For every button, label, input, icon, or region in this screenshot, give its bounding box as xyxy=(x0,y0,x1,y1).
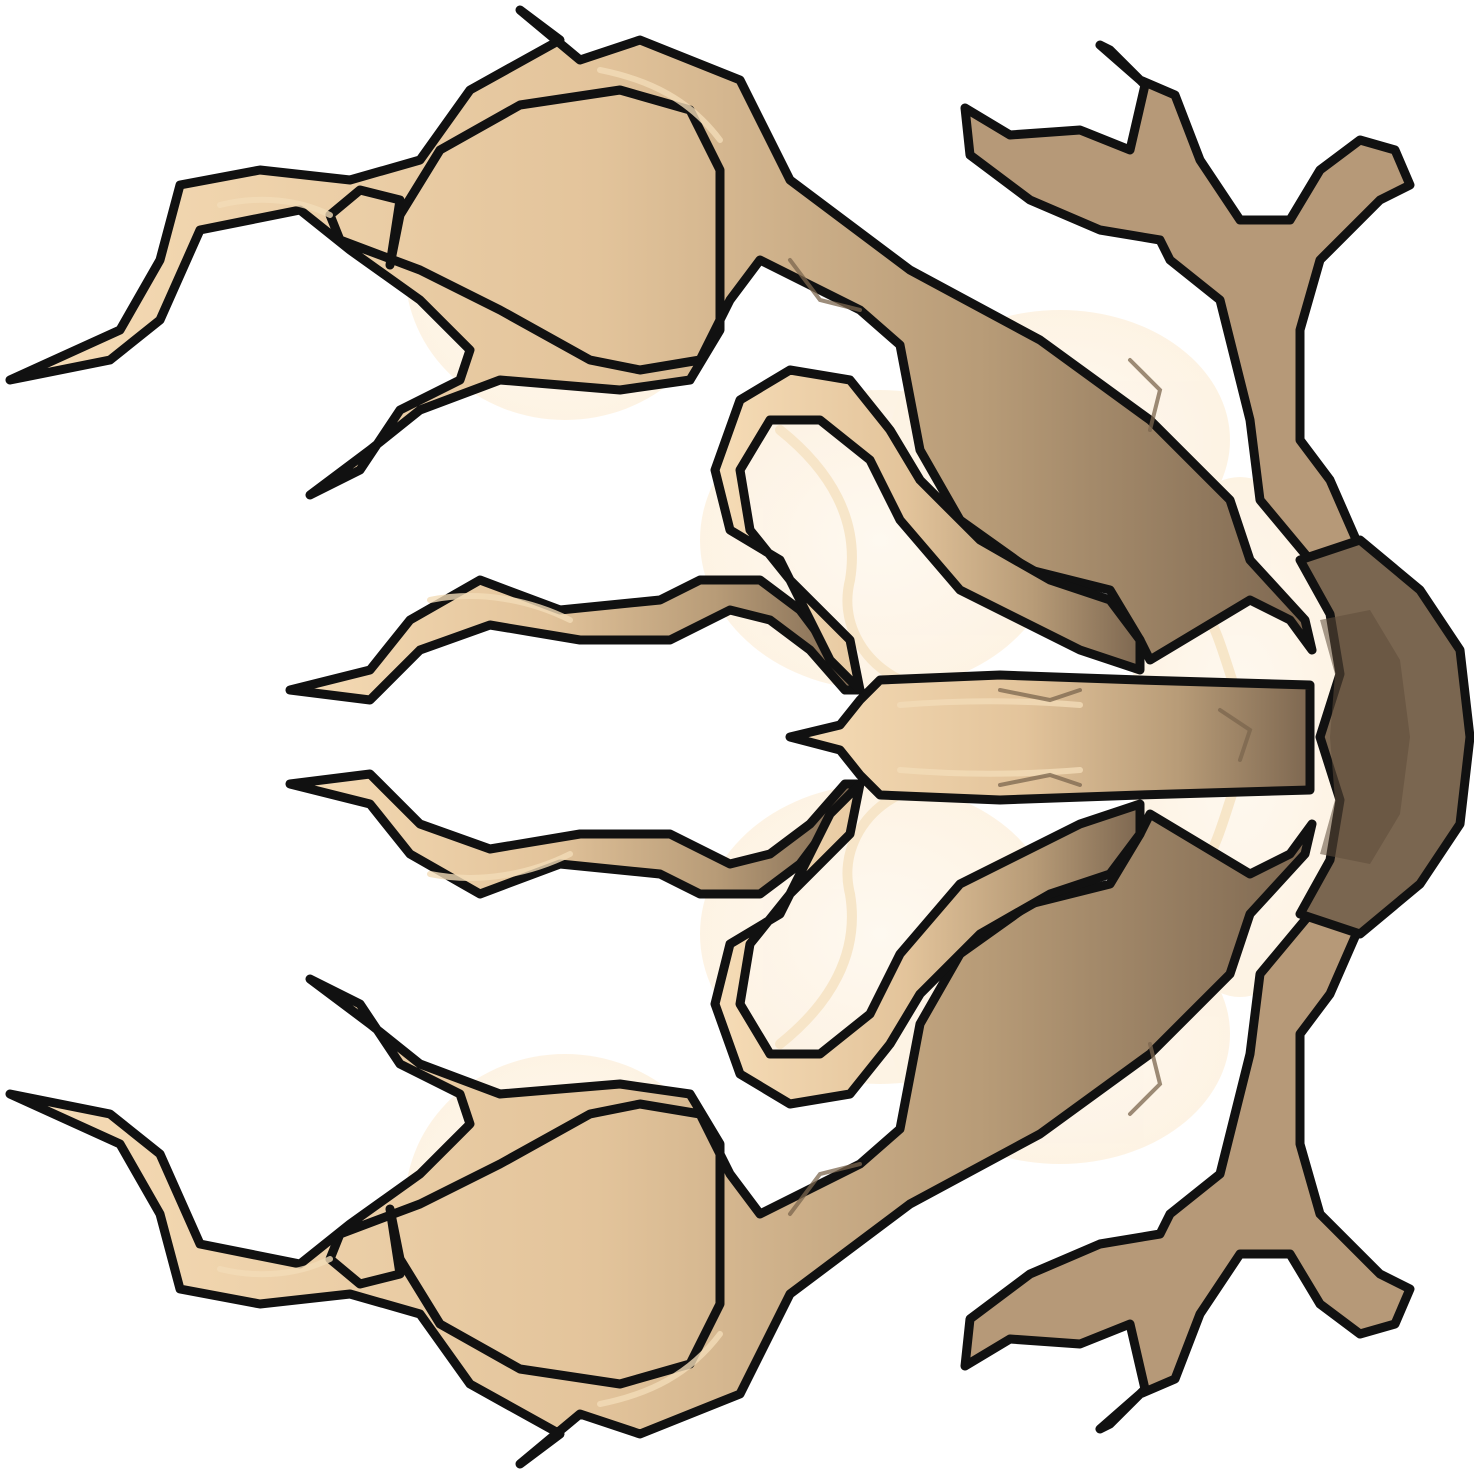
root-lower-half xyxy=(10,774,1410,1464)
root-center-spike xyxy=(785,670,1315,805)
bark-cracks xyxy=(788,258,1253,1216)
root-upper-half xyxy=(10,10,1410,700)
trunk-shading xyxy=(1320,610,1410,864)
bark-highlights xyxy=(217,67,1083,1407)
